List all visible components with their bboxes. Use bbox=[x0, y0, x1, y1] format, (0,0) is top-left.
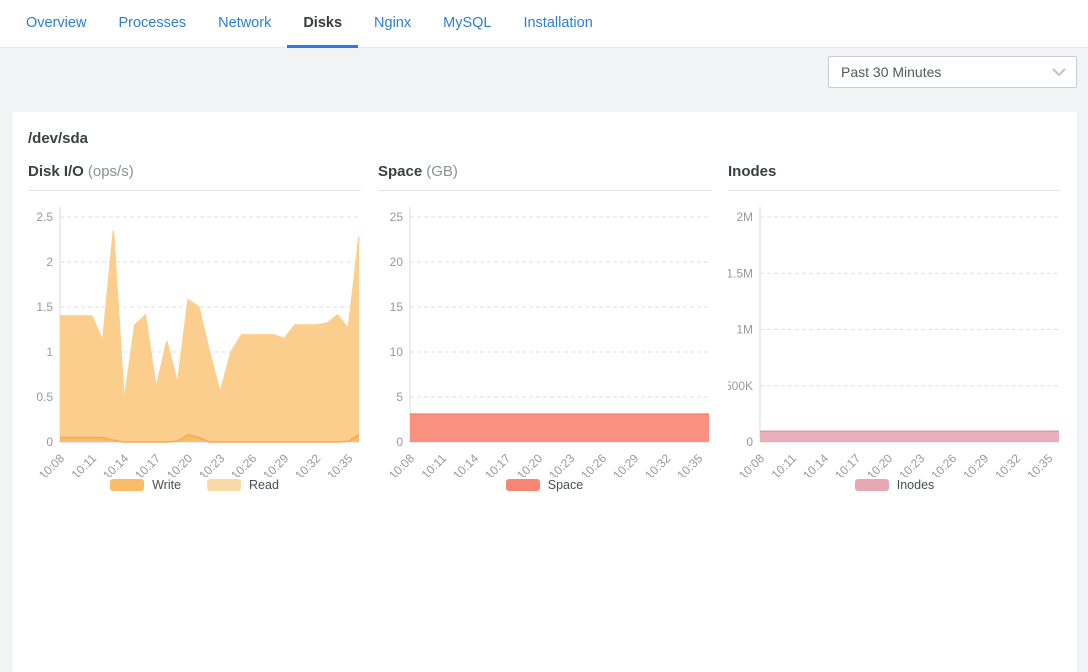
space-title: Space (GB) bbox=[378, 163, 711, 191]
svg-text:0: 0 bbox=[46, 435, 53, 449]
svg-text:1.5M: 1.5M bbox=[728, 266, 753, 280]
svg-text:2.5: 2.5 bbox=[36, 210, 53, 224]
svg-text:2M: 2M bbox=[736, 210, 753, 224]
svg-text:10:29: 10:29 bbox=[960, 451, 991, 477]
svg-text:10:32: 10:32 bbox=[992, 451, 1023, 477]
svg-text:10:17: 10:17 bbox=[482, 451, 513, 477]
charts-row: Disk I/O (ops/s) 0 0.5 1 1.5 2 2.5 10:08 10:11 10… bbox=[28, 163, 1061, 492]
space-title-text: Space bbox=[378, 163, 423, 180]
svg-text:1M: 1M bbox=[736, 323, 753, 337]
tab-overview[interactable]: Overview bbox=[10, 0, 102, 48]
svg-text:10:35: 10:35 bbox=[1024, 451, 1055, 477]
svg-text:20: 20 bbox=[390, 255, 404, 269]
disk-io-title: Disk I/O (ops/s) bbox=[28, 163, 361, 191]
disk-io-legend: Write Read bbox=[28, 478, 361, 492]
svg-text:10:20: 10:20 bbox=[164, 451, 195, 477]
svg-text:500K: 500K bbox=[728, 379, 753, 393]
svg-text:10:08: 10:08 bbox=[386, 451, 417, 477]
tab-installation-label: Installation bbox=[523, 14, 593, 31]
svg-text:10:23: 10:23 bbox=[196, 451, 227, 477]
legend-item-write: Write bbox=[110, 478, 181, 492]
device-card: /dev/sda Disk I/O (ops/s) 0 0.5 1 1.5 2 2.5 10:… bbox=[12, 112, 1077, 672]
tab-network[interactable]: Network bbox=[202, 0, 287, 48]
time-range-value: Past 30 Minutes bbox=[841, 64, 942, 80]
svg-text:10:20: 10:20 bbox=[514, 451, 545, 477]
inodes-title-text: Inodes bbox=[728, 163, 777, 180]
svg-text:0.5: 0.5 bbox=[36, 390, 53, 404]
time-range-select[interactable]: Past 30 Minutes bbox=[828, 56, 1077, 88]
svg-text:10:32: 10:32 bbox=[292, 451, 323, 477]
svg-text:10:26: 10:26 bbox=[578, 451, 609, 477]
inodes-legend: Inodes bbox=[728, 478, 1061, 492]
tab-nginx-label: Nginx bbox=[374, 14, 412, 31]
legend-item-inodes: Inodes bbox=[854, 478, 935, 492]
tab-processes-label: Processes bbox=[118, 14, 187, 31]
tab-overview-label: Overview bbox=[26, 14, 87, 31]
tab-installation[interactable]: Installation bbox=[507, 0, 608, 48]
tab-disks-label: Disks bbox=[303, 14, 343, 31]
tab-disks[interactable]: Disks bbox=[287, 0, 359, 48]
tab-processes[interactable]: Processes bbox=[102, 0, 202, 48]
tab-nginx[interactable]: Nginx bbox=[358, 0, 427, 48]
svg-text:10:29: 10:29 bbox=[260, 451, 291, 477]
svg-text:10:23: 10:23 bbox=[896, 451, 927, 477]
svg-text:10:08: 10:08 bbox=[36, 451, 67, 477]
svg-text:15: 15 bbox=[390, 300, 404, 314]
svg-text:10:14: 10:14 bbox=[100, 451, 131, 477]
svg-text:10:23: 10:23 bbox=[546, 451, 577, 477]
inodes-legend-label: Inodes bbox=[896, 478, 935, 492]
svg-text:10:11: 10:11 bbox=[69, 451, 100, 477]
svg-text:10:08: 10:08 bbox=[736, 451, 767, 477]
svg-text:10:26: 10:26 bbox=[928, 451, 959, 477]
panel-inodes: Inodes 0 500K 1M 1.5M 2M 10:08 10:11 10:14 10:17… bbox=[728, 163, 1061, 492]
svg-text:10:35: 10:35 bbox=[324, 451, 355, 477]
space-chart: 0 5 10 15 20 25 10:08 10:11 10:14 10:17 10:20 10:23… bbox=[386, 207, 709, 477]
svg-text:10:32: 10:32 bbox=[642, 451, 673, 477]
space-swatch-icon bbox=[505, 479, 540, 491]
inodes-swatch-icon bbox=[854, 479, 889, 491]
space-legend: Space bbox=[378, 478, 711, 492]
svg-text:10:11: 10:11 bbox=[769, 451, 800, 477]
panel-disk-io: Disk I/O (ops/s) 0 0.5 1 1.5 2 2.5 10:08 10:11 10… bbox=[28, 163, 361, 492]
disk-io-unit: (ops/s) bbox=[87, 163, 134, 180]
svg-text:10:26: 10:26 bbox=[228, 451, 259, 477]
space-legend-label: Space bbox=[547, 478, 584, 492]
svg-text:5: 5 bbox=[396, 390, 403, 404]
disk-io-chart: 00.511.522.510:08 10:11 10:14 10:17 10:20 10:… bbox=[36, 207, 360, 477]
svg-text:25: 25 bbox=[390, 210, 404, 224]
svg-text:10:35: 10:35 bbox=[674, 451, 705, 477]
inodes-title: Inodes bbox=[728, 163, 1061, 191]
svg-text:10: 10 bbox=[390, 345, 404, 359]
device-title: /dev/sda bbox=[28, 130, 89, 147]
svg-text:10:17: 10:17 bbox=[832, 451, 863, 477]
svg-text:1: 1 bbox=[46, 345, 53, 359]
panel-space: Space (GB) 0 5 10 15 20 25 10:08 10:11 10:14 10:17… bbox=[378, 163, 711, 492]
svg-text:10:14: 10:14 bbox=[450, 451, 481, 477]
tab-network-label: Network bbox=[218, 14, 272, 31]
tab-mysql-label: MySQL bbox=[443, 14, 492, 31]
legend-item-space: Space bbox=[505, 478, 584, 492]
svg-text:10:14: 10:14 bbox=[800, 451, 831, 477]
tab-bar: Overview Processes Network Disks Nginx M… bbox=[0, 0, 1088, 48]
tab-mysql[interactable]: MySQL bbox=[427, 0, 507, 48]
space-unit: (GB) bbox=[426, 163, 458, 180]
read-swatch-icon bbox=[207, 479, 242, 491]
write-swatch-icon bbox=[110, 479, 145, 491]
disk-io-title-text: Disk I/O bbox=[28, 163, 84, 180]
svg-text:10:11: 10:11 bbox=[419, 451, 450, 477]
svg-text:0: 0 bbox=[396, 435, 403, 449]
svg-text:2: 2 bbox=[46, 255, 53, 269]
svg-text:10:20: 10:20 bbox=[864, 451, 895, 477]
read-legend-label: Read bbox=[249, 478, 279, 492]
legend-item-read: Read bbox=[207, 478, 279, 492]
chevron-down-icon bbox=[1052, 67, 1066, 76]
svg-text:10:29: 10:29 bbox=[610, 451, 641, 477]
svg-text:0: 0 bbox=[746, 435, 753, 449]
svg-text:10:17: 10:17 bbox=[132, 451, 163, 477]
write-legend-label: Write bbox=[152, 478, 182, 492]
svg-text:1.5: 1.5 bbox=[36, 300, 53, 314]
